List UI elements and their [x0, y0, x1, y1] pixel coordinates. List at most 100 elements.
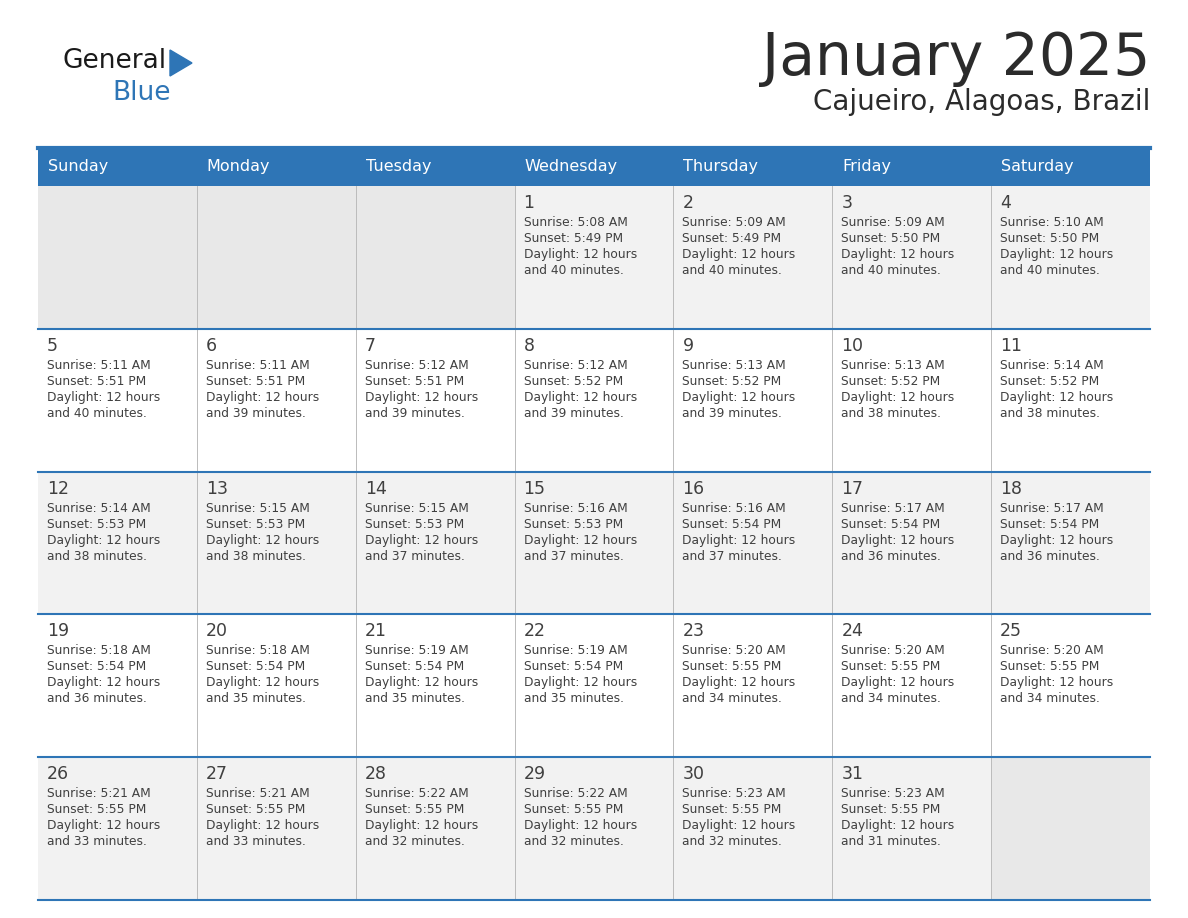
- Text: Sunset: 5:55 PM: Sunset: 5:55 PM: [524, 803, 623, 816]
- Text: 16: 16: [682, 479, 704, 498]
- Bar: [197, 614, 355, 757]
- Text: Sunrise: 5:17 AM: Sunrise: 5:17 AM: [1000, 501, 1104, 515]
- Text: Sunset: 5:51 PM: Sunset: 5:51 PM: [48, 375, 146, 387]
- Bar: [197, 329, 355, 472]
- Bar: [38, 472, 197, 614]
- Bar: [833, 472, 991, 614]
- Text: and 37 minutes.: and 37 minutes.: [524, 550, 624, 563]
- Text: 1: 1: [524, 194, 535, 212]
- Text: 28: 28: [365, 766, 387, 783]
- Text: 26: 26: [48, 766, 69, 783]
- Text: Sunrise: 5:21 AM: Sunrise: 5:21 AM: [48, 788, 151, 800]
- Text: Sunrise: 5:20 AM: Sunrise: 5:20 AM: [841, 644, 944, 657]
- Text: Blue: Blue: [112, 80, 171, 106]
- Text: and 39 minutes.: and 39 minutes.: [365, 407, 465, 420]
- Text: Sunset: 5:54 PM: Sunset: 5:54 PM: [1000, 518, 1099, 531]
- Text: Sunset: 5:51 PM: Sunset: 5:51 PM: [206, 375, 305, 387]
- Text: and 40 minutes.: and 40 minutes.: [682, 264, 783, 277]
- Text: Sunset: 5:52 PM: Sunset: 5:52 PM: [841, 375, 941, 387]
- Text: Sunrise: 5:18 AM: Sunrise: 5:18 AM: [48, 644, 151, 657]
- Text: and 37 minutes.: and 37 minutes.: [682, 550, 783, 563]
- Bar: [514, 329, 674, 472]
- Text: Tuesday: Tuesday: [366, 160, 431, 174]
- Text: 13: 13: [206, 479, 228, 498]
- Text: Daylight: 12 hours: Daylight: 12 hours: [524, 391, 637, 404]
- Text: Daylight: 12 hours: Daylight: 12 hours: [206, 819, 320, 833]
- Text: 10: 10: [841, 337, 864, 354]
- Bar: [833, 329, 991, 472]
- Bar: [197, 148, 355, 186]
- Text: Daylight: 12 hours: Daylight: 12 hours: [1000, 677, 1113, 689]
- Text: Sunrise: 5:10 AM: Sunrise: 5:10 AM: [1000, 216, 1104, 229]
- Bar: [355, 186, 514, 329]
- Text: Sunset: 5:55 PM: Sunset: 5:55 PM: [682, 660, 782, 674]
- Text: Sunrise: 5:11 AM: Sunrise: 5:11 AM: [48, 359, 151, 372]
- Text: Daylight: 12 hours: Daylight: 12 hours: [1000, 248, 1113, 261]
- Bar: [197, 472, 355, 614]
- Text: and 32 minutes.: and 32 minutes.: [365, 835, 465, 848]
- Text: Sunset: 5:54 PM: Sunset: 5:54 PM: [841, 518, 941, 531]
- Bar: [38, 186, 197, 329]
- Text: Sunrise: 5:22 AM: Sunrise: 5:22 AM: [365, 788, 468, 800]
- Text: and 36 minutes.: and 36 minutes.: [1000, 550, 1100, 563]
- Text: Daylight: 12 hours: Daylight: 12 hours: [524, 248, 637, 261]
- Text: Sunrise: 5:13 AM: Sunrise: 5:13 AM: [682, 359, 786, 372]
- Text: Sunset: 5:54 PM: Sunset: 5:54 PM: [682, 518, 782, 531]
- Bar: [197, 757, 355, 900]
- Text: Monday: Monday: [207, 160, 271, 174]
- Text: 7: 7: [365, 337, 375, 354]
- Text: Daylight: 12 hours: Daylight: 12 hours: [841, 533, 954, 546]
- Text: Sunset: 5:55 PM: Sunset: 5:55 PM: [841, 803, 941, 816]
- Text: Sunset: 5:53 PM: Sunset: 5:53 PM: [365, 518, 465, 531]
- Text: Sunrise: 5:21 AM: Sunrise: 5:21 AM: [206, 788, 310, 800]
- Text: Sunrise: 5:23 AM: Sunrise: 5:23 AM: [841, 788, 944, 800]
- Text: 23: 23: [682, 622, 704, 641]
- Text: and 35 minutes.: and 35 minutes.: [206, 692, 305, 705]
- Text: and 39 minutes.: and 39 minutes.: [682, 407, 783, 420]
- Text: 9: 9: [682, 337, 694, 354]
- Text: and 38 minutes.: and 38 minutes.: [206, 550, 305, 563]
- Text: 29: 29: [524, 766, 545, 783]
- Bar: [991, 472, 1150, 614]
- Bar: [197, 186, 355, 329]
- Text: Sunset: 5:53 PM: Sunset: 5:53 PM: [206, 518, 305, 531]
- Text: Daylight: 12 hours: Daylight: 12 hours: [206, 391, 320, 404]
- Text: Daylight: 12 hours: Daylight: 12 hours: [1000, 391, 1113, 404]
- Text: Sunset: 5:55 PM: Sunset: 5:55 PM: [841, 660, 941, 674]
- Text: Sunset: 5:54 PM: Sunset: 5:54 PM: [365, 660, 465, 674]
- Text: and 40 minutes.: and 40 minutes.: [841, 264, 941, 277]
- Text: and 32 minutes.: and 32 minutes.: [682, 835, 783, 848]
- Bar: [38, 148, 197, 186]
- Text: 30: 30: [682, 766, 704, 783]
- Text: 22: 22: [524, 622, 545, 641]
- Text: Sunset: 5:55 PM: Sunset: 5:55 PM: [682, 803, 782, 816]
- Text: Sunrise: 5:09 AM: Sunrise: 5:09 AM: [682, 216, 786, 229]
- Bar: [674, 757, 833, 900]
- Bar: [355, 329, 514, 472]
- Text: Sunset: 5:49 PM: Sunset: 5:49 PM: [524, 232, 623, 245]
- Text: Daylight: 12 hours: Daylight: 12 hours: [841, 677, 954, 689]
- Text: Daylight: 12 hours: Daylight: 12 hours: [206, 677, 320, 689]
- Text: Sunrise: 5:22 AM: Sunrise: 5:22 AM: [524, 788, 627, 800]
- Text: and 39 minutes.: and 39 minutes.: [524, 407, 624, 420]
- Text: Sunrise: 5:15 AM: Sunrise: 5:15 AM: [206, 501, 310, 515]
- Text: Daylight: 12 hours: Daylight: 12 hours: [841, 819, 954, 833]
- Text: Sunrise: 5:19 AM: Sunrise: 5:19 AM: [365, 644, 468, 657]
- Text: and 33 minutes.: and 33 minutes.: [206, 835, 305, 848]
- Bar: [514, 472, 674, 614]
- Text: Daylight: 12 hours: Daylight: 12 hours: [524, 533, 637, 546]
- Text: Daylight: 12 hours: Daylight: 12 hours: [682, 677, 796, 689]
- Text: Daylight: 12 hours: Daylight: 12 hours: [365, 677, 478, 689]
- Text: Friday: Friday: [842, 160, 891, 174]
- Text: Sunset: 5:55 PM: Sunset: 5:55 PM: [48, 803, 146, 816]
- Bar: [991, 148, 1150, 186]
- Text: and 39 minutes.: and 39 minutes.: [206, 407, 305, 420]
- Text: 20: 20: [206, 622, 228, 641]
- Bar: [355, 472, 514, 614]
- Text: Sunrise: 5:19 AM: Sunrise: 5:19 AM: [524, 644, 627, 657]
- Text: Sunset: 5:49 PM: Sunset: 5:49 PM: [682, 232, 782, 245]
- Bar: [514, 186, 674, 329]
- Text: Daylight: 12 hours: Daylight: 12 hours: [48, 533, 160, 546]
- Text: Sunrise: 5:11 AM: Sunrise: 5:11 AM: [206, 359, 310, 372]
- Text: Thursday: Thursday: [683, 160, 758, 174]
